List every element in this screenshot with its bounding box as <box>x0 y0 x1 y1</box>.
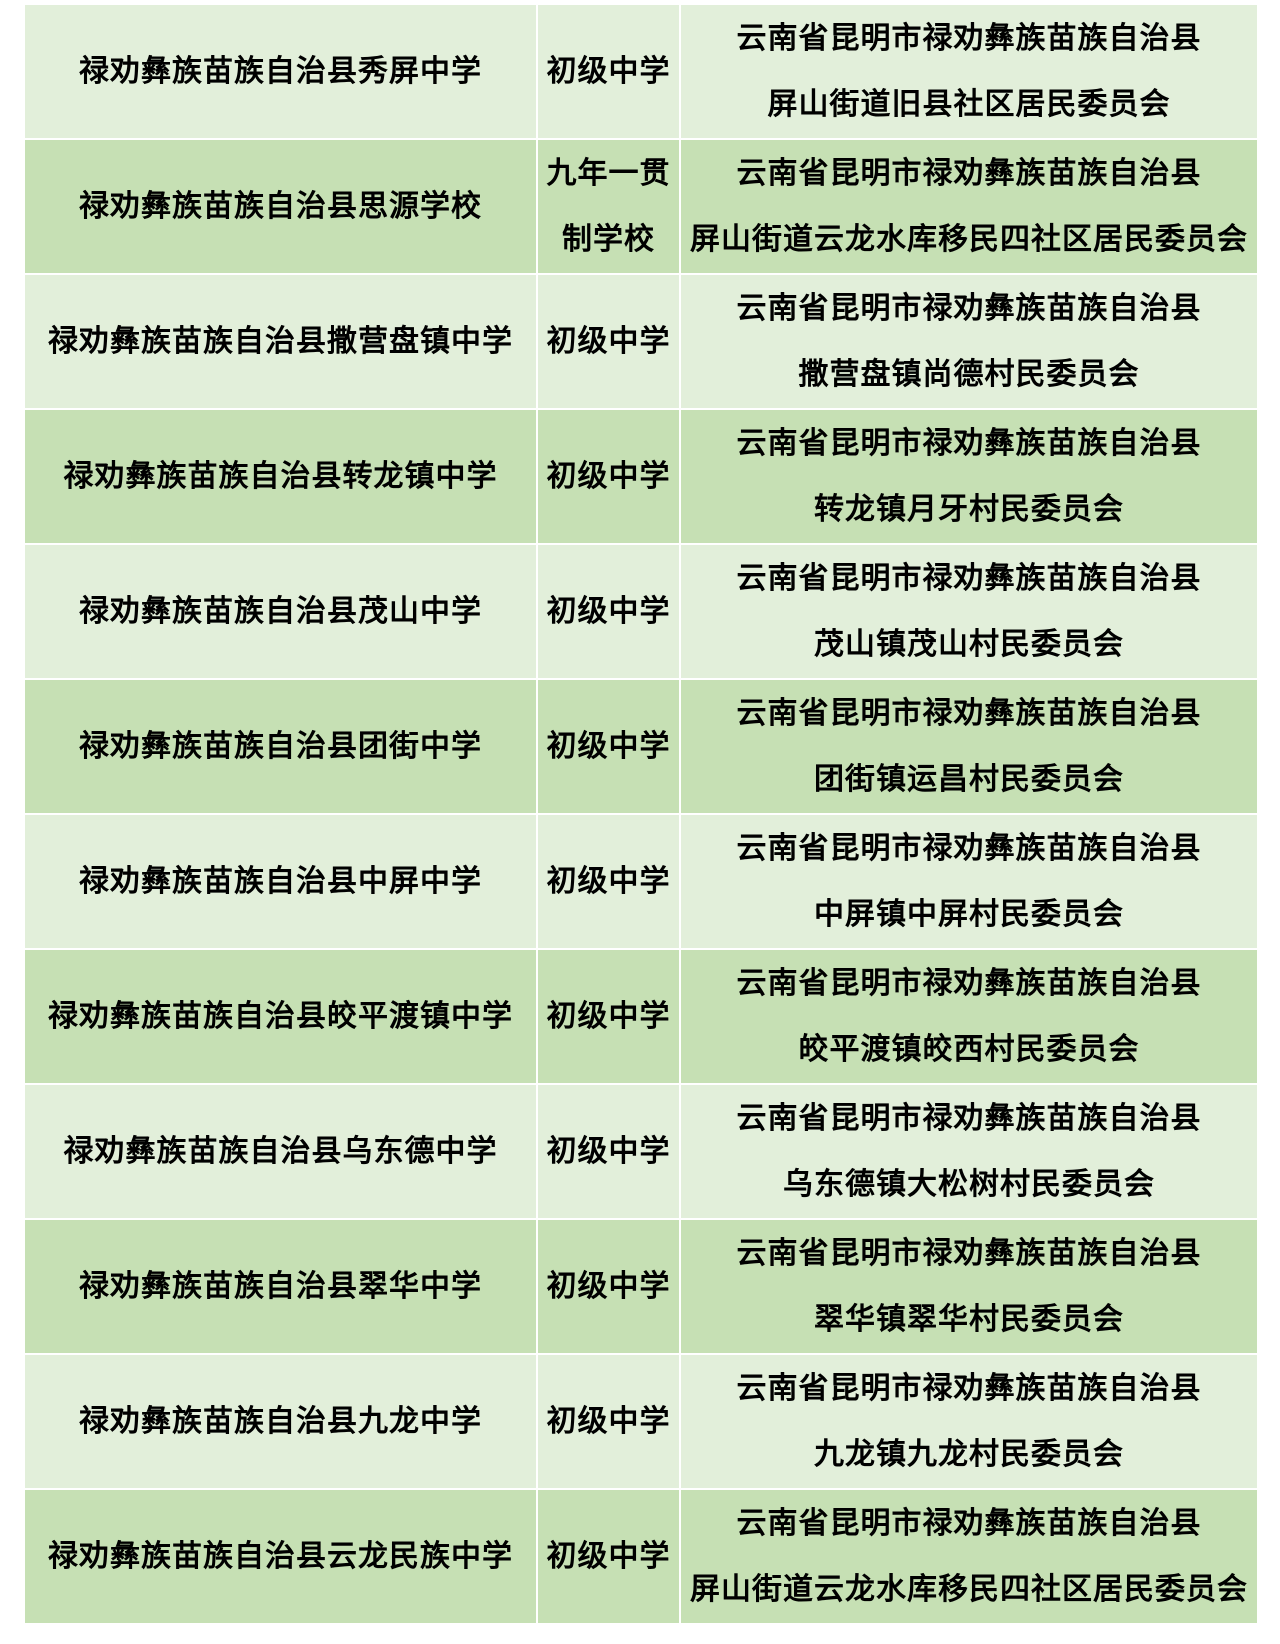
school-type-line1: 初级中学 <box>546 324 671 358</box>
school-name: 禄劝彝族苗族自治县九龙中学 <box>79 1404 482 1438</box>
address-line2: 撒营盘镇尚德村民委员会 <box>798 358 1140 391</box>
school-address-cell: 云南省昆明市禄劝彝族苗族自治县 屏山街道旧县社区居民委员会 <box>681 5 1257 138</box>
address-line1: 云南省昆明市禄劝彝族苗族自治县 <box>736 1506 1202 1540</box>
address-line2: 团街镇运昌村民委员会 <box>814 763 1124 796</box>
school-address-cell: 云南省昆明市禄劝彝族苗族自治县 撒营盘镇尚德村民委员会 <box>681 275 1257 408</box>
school-type-cell: 初级中学 <box>538 950 679 1083</box>
school-name-cell: 禄劝彝族苗族自治县中屏中学 <box>25 815 536 948</box>
school-address-cell: 云南省昆明市禄劝彝族苗族自治县屏山街道云龙水库移民四社区居民委员会 <box>681 140 1257 273</box>
school-name: 禄劝彝族苗族自治县乌东德中学 <box>63 1134 498 1168</box>
school-address-cell: 云南省昆明市禄劝彝族苗族自治县 中屏镇中屏村民委员会 <box>681 815 1257 948</box>
school-type-line1: 初级中学 <box>546 54 671 88</box>
address-line2: 屏山街道云龙水库移民四社区居民委员会 <box>690 223 1248 256</box>
address-line1: 云南省昆明市禄劝彝族苗族自治县 <box>736 831 1202 865</box>
address-line1: 云南省昆明市禄劝彝族苗族自治县 <box>736 1101 1202 1135</box>
school-type-line1: 初级中学 <box>546 1539 671 1573</box>
school-name-cell: 禄劝彝族苗族自治县九龙中学 <box>25 1355 536 1488</box>
school-name: 禄劝彝族苗族自治县思源学校 <box>79 189 482 223</box>
address-line1: 云南省昆明市禄劝彝族苗族自治县 <box>736 1371 1202 1405</box>
address-line2: 屏山街道云龙水库移民四社区居民委员会 <box>690 1573 1248 1606</box>
address-line1: 云南省昆明市禄劝彝族苗族自治县 <box>736 21 1202 55</box>
school-table: 禄劝彝族苗族自治县秀屏中学 初级中学 云南省昆明市禄劝彝族苗族自治县 屏山街道旧县… <box>25 5 1257 1623</box>
school-type-line2: 制学校 <box>562 223 655 256</box>
address-line2: 乌东德镇大松树村民委员会 <box>783 1168 1155 1201</box>
school-name: 禄劝彝族苗族自治县中屏中学 <box>79 864 482 898</box>
address-line2: 屏山街道旧县社区居民委员会 <box>767 88 1171 121</box>
school-name-cell: 禄劝彝族苗族自治县团街中学 <box>25 680 536 813</box>
school-name: 禄劝彝族苗族自治县翠华中学 <box>79 1269 482 1303</box>
school-type-line1: 初级中学 <box>546 594 671 628</box>
school-type-cell: 初级中学 <box>538 1220 679 1353</box>
school-address-cell: 云南省昆明市禄劝彝族苗族自治县 九龙镇九龙村民委员会 <box>681 1355 1257 1488</box>
school-address-cell: 云南省昆明市禄劝彝族苗族自治县 团街镇运昌村民委员会 <box>681 680 1257 813</box>
school-address-cell: 云南省昆明市禄劝彝族苗族自治县 转龙镇月牙村民委员会 <box>681 410 1257 543</box>
school-name: 禄劝彝族苗族自治县撒营盘镇中学 <box>48 324 513 358</box>
school-address-cell: 云南省昆明市禄劝彝族苗族自治县 皎平渡镇皎西村民委员会 <box>681 950 1257 1083</box>
school-address-cell: 云南省昆明市禄劝彝族苗族自治县 茂山镇茂山村民委员会 <box>681 545 1257 678</box>
school-type-cell: 初级中学 <box>538 275 679 408</box>
school-type-cell: 初级中学 <box>538 1355 679 1488</box>
address-line2: 茂山镇茂山村民委员会 <box>814 628 1124 661</box>
school-type-cell: 初级中学 <box>538 1490 679 1623</box>
school-name: 禄劝彝族苗族自治县转龙镇中学 <box>63 459 498 493</box>
school-name-cell: 禄劝彝族苗族自治县思源学校 <box>25 140 536 273</box>
school-type-cell: 初级中学 <box>538 815 679 948</box>
school-name: 禄劝彝族苗族自治县秀屏中学 <box>79 54 482 88</box>
school-type-cell: 初级中学 <box>538 1085 679 1218</box>
school-type-cell: 初级中学 <box>538 410 679 543</box>
school-type-line1: 初级中学 <box>546 1134 671 1168</box>
school-name: 禄劝彝族苗族自治县云龙民族中学 <box>48 1539 513 1573</box>
school-type-line1: 初级中学 <box>546 999 671 1033</box>
school-type-line1: 初级中学 <box>546 459 671 493</box>
school-address-cell: 云南省昆明市禄劝彝族苗族自治县 乌东德镇大松树村民委员会 <box>681 1085 1257 1218</box>
address-line2: 九龙镇九龙村民委员会 <box>814 1438 1124 1471</box>
school-type-line1: 初级中学 <box>546 864 671 898</box>
school-type-line1: 九年一贯 <box>546 156 671 190</box>
address-line1: 云南省昆明市禄劝彝族苗族自治县 <box>736 156 1202 190</box>
school-name-cell: 禄劝彝族苗族自治县云龙民族中学 <box>25 1490 536 1623</box>
school-type-cell: 初级中学 <box>538 545 679 678</box>
school-type-cell: 九年一贯 制学校 <box>538 140 679 273</box>
school-name-cell: 禄劝彝族苗族自治县秀屏中学 <box>25 5 536 138</box>
school-type-line1: 初级中学 <box>546 1269 671 1303</box>
school-type-line1: 初级中学 <box>546 729 671 763</box>
address-line1: 云南省昆明市禄劝彝族苗族自治县 <box>736 696 1202 730</box>
school-address-cell: 云南省昆明市禄劝彝族苗族自治县 翠华镇翠华村民委员会 <box>681 1220 1257 1353</box>
school-name-cell: 禄劝彝族苗族自治县皎平渡镇中学 <box>25 950 536 1083</box>
address-line1: 云南省昆明市禄劝彝族苗族自治县 <box>736 1236 1202 1270</box>
address-line1: 云南省昆明市禄劝彝族苗族自治县 <box>736 561 1202 595</box>
school-name-cell: 禄劝彝族苗族自治县茂山中学 <box>25 545 536 678</box>
school-name: 禄劝彝族苗族自治县茂山中学 <box>79 594 482 628</box>
address-line1: 云南省昆明市禄劝彝族苗族自治县 <box>736 291 1202 325</box>
address-line2: 中屏镇中屏村民委员会 <box>814 898 1124 931</box>
address-line2: 转龙镇月牙村民委员会 <box>814 493 1124 526</box>
address-line2: 皎平渡镇皎西村民委员会 <box>798 1033 1140 1066</box>
address-line2: 翠华镇翠华村民委员会 <box>814 1303 1124 1336</box>
school-name-cell: 禄劝彝族苗族自治县转龙镇中学 <box>25 410 536 543</box>
school-name-cell: 禄劝彝族苗族自治县撒营盘镇中学 <box>25 275 536 408</box>
school-name: 禄劝彝族苗族自治县皎平渡镇中学 <box>48 999 513 1033</box>
address-line1: 云南省昆明市禄劝彝族苗族自治县 <box>736 966 1202 1000</box>
school-type-cell: 初级中学 <box>538 5 679 138</box>
school-type-line1: 初级中学 <box>546 1404 671 1438</box>
school-name-cell: 禄劝彝族苗族自治县乌东德中学 <box>25 1085 536 1218</box>
address-line1: 云南省昆明市禄劝彝族苗族自治县 <box>736 426 1202 460</box>
school-name: 禄劝彝族苗族自治县团街中学 <box>79 729 482 763</box>
school-type-cell: 初级中学 <box>538 680 679 813</box>
school-name-cell: 禄劝彝族苗族自治县翠华中学 <box>25 1220 536 1353</box>
school-address-cell: 云南省昆明市禄劝彝族苗族自治县屏山街道云龙水库移民四社区居民委员会 <box>681 1490 1257 1623</box>
